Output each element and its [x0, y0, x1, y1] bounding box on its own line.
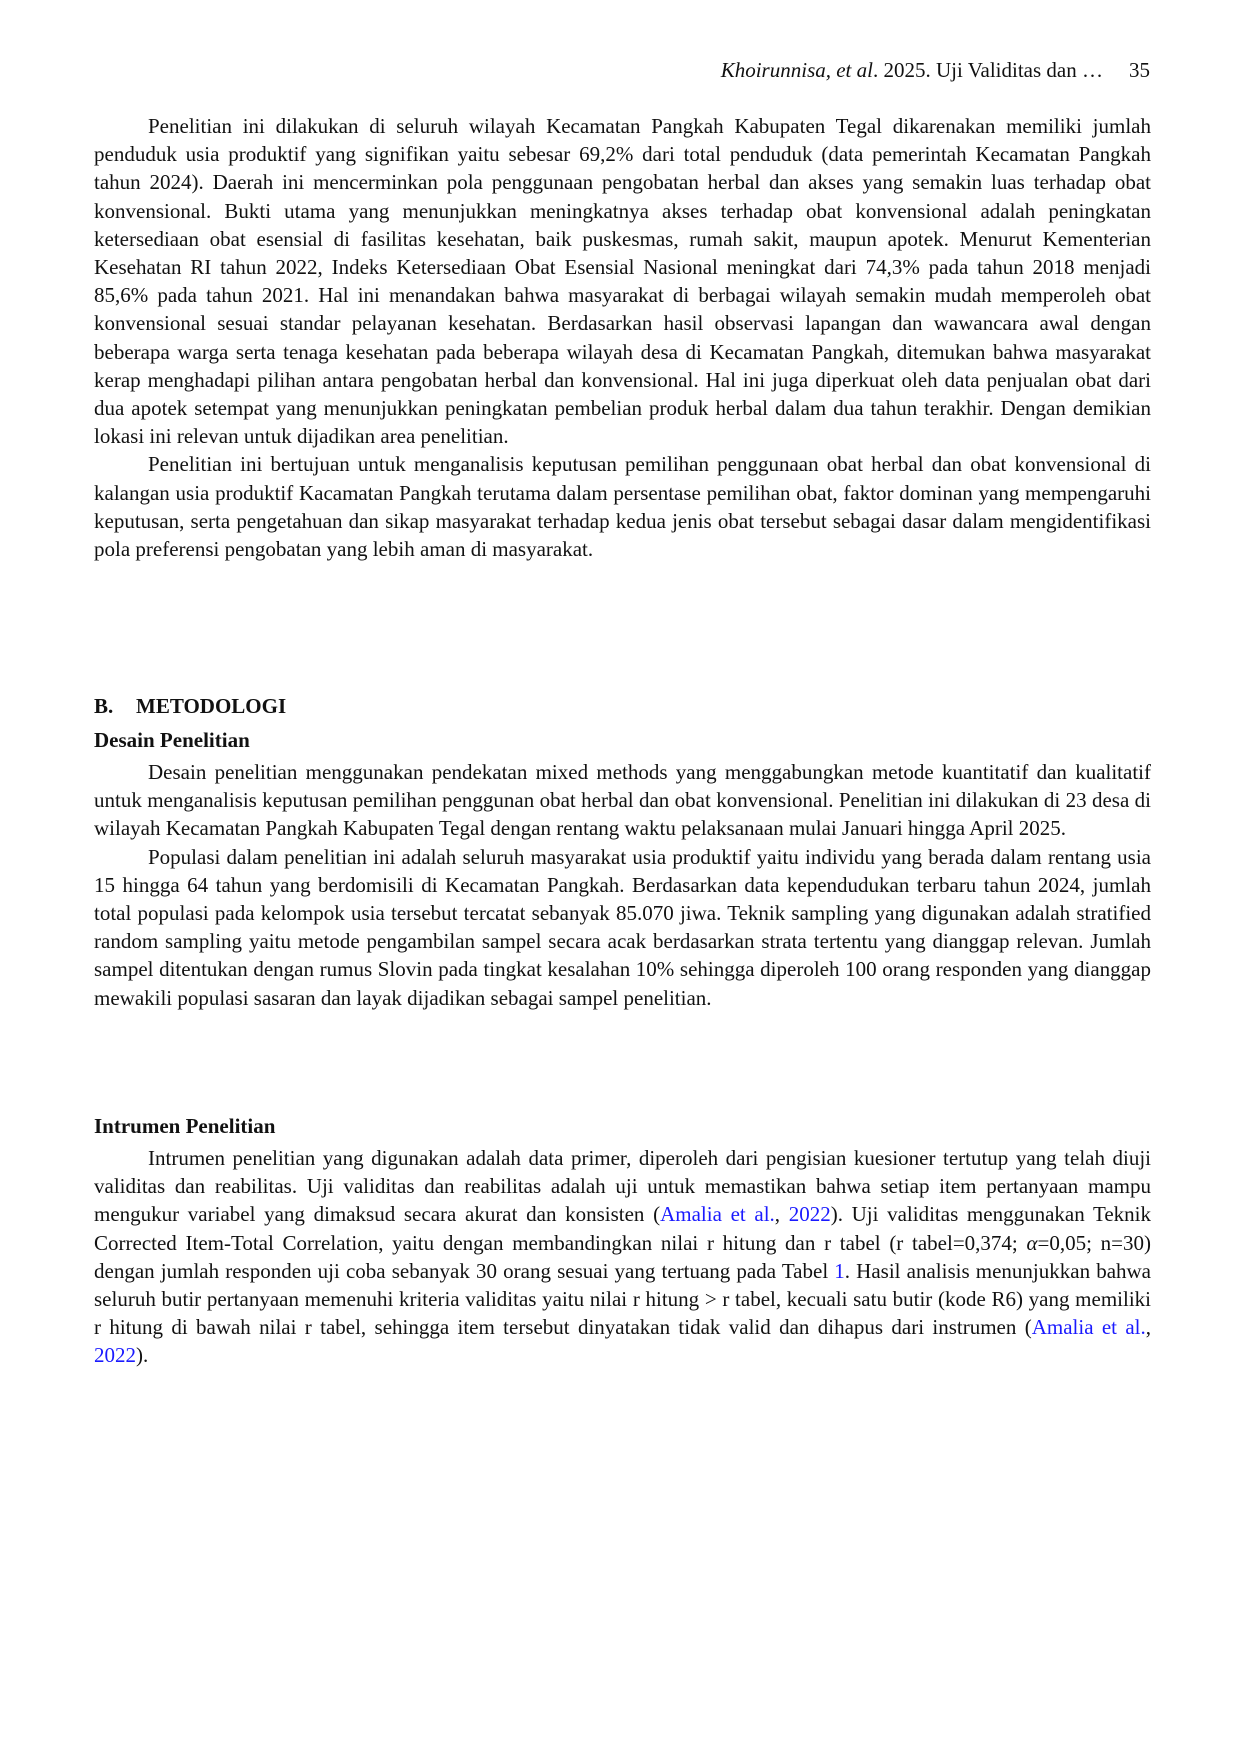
text-run: Intrumen penelitian yang digunakan adala…: [94, 1146, 1151, 1227]
citation-link[interactable]: Amalia et al.: [660, 1202, 775, 1226]
methodology-section: B. METODOLOGI Desain Penelitian Desain pe…: [94, 692, 1151, 1012]
table-reference-link[interactable]: 1: [834, 1258, 845, 1283]
citation-author[interactable]: Amalia et al.: [660, 1202, 775, 1227]
intro-paragraph-1: Penelitian ini dilakukan di seluruh wila…: [94, 114, 1151, 449]
desain-paragraph-1: Desain penelitian menggunakan pendekatan…: [94, 760, 1151, 841]
subsection-heading-desain: Desain Penelitian: [94, 728, 250, 752]
text-run: . Hasil analisis menunjukkan bahwa selur…: [94, 1258, 1152, 1340]
text-run: =0,05; n=30) dengan jumlah responden uji…: [94, 1230, 1151, 1283]
desain-paragraph-2: Populasi dalam penelitian ini adalah sel…: [94, 844, 1151, 1010]
page-number: 35: [1129, 58, 1150, 82]
section-number: B.: [94, 694, 114, 718]
citation-year-link[interactable]: 2022: [94, 1343, 136, 1368]
citation-link[interactable]: Amalia et al.: [1031, 1315, 1146, 1340]
citation-year-link[interactable]: 2022: [788, 1202, 831, 1227]
intro-paragraph-2: Penelitian ini bertujuan untuk menganali…: [94, 452, 1151, 562]
header-authors: Khoirunnisa, et al: [720, 58, 873, 82]
header-title: . 2025. Uji Validitas dan …: [872, 58, 1103, 82]
section-title: METODOLOGI: [136, 694, 287, 718]
text-run: ).: [136, 1343, 149, 1368]
alpha-symbol: α: [1026, 1230, 1038, 1255]
text-run: ). Uji validitas menggunakan Teknik Corr…: [94, 1202, 1152, 1255]
instrumen-section: Intrumen Penelitian Intrumen penelitian …: [94, 1112, 1151, 1370]
intro-section: Penelitian ini dilakukan di seluruh wila…: [94, 112, 1151, 563]
running-header: Khoirunnisa, et al. 2025. Uji Validitas …: [721, 58, 1150, 83]
instrumen-paragraph: Intrumen penelitian yang digunakan adala…: [94, 1146, 1152, 1368]
section-heading: B. METODOLOGI: [94, 692, 1151, 720]
subsection-heading-instrumen: Intrumen Penelitian: [94, 1114, 276, 1138]
